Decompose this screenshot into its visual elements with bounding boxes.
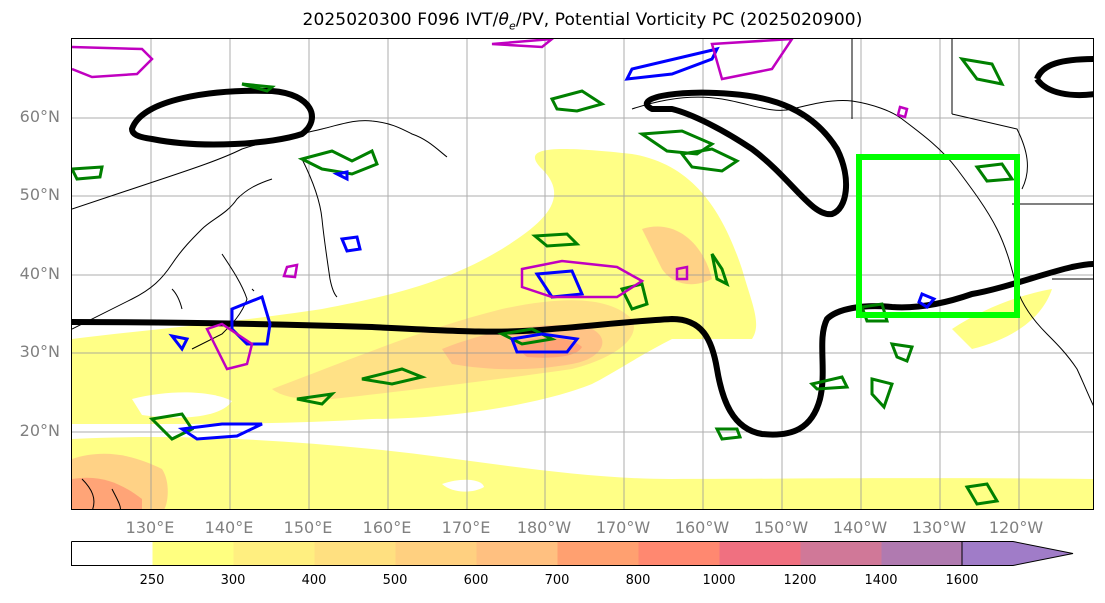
lat-label-60n: 60°N [19, 107, 60, 126]
colorbar-cell [152, 541, 234, 566]
colorbar-tick-label: 600 [463, 573, 489, 588]
colorbar-tick-label: 1000 [702, 573, 736, 588]
colorbar-cell [476, 541, 558, 566]
colorbar-cell [395, 541, 477, 566]
lon-label-140w: 140°W [832, 518, 888, 537]
pv-magenta-contours [72, 39, 909, 371]
lon-label-170e: 170°E [441, 518, 491, 537]
lat-label-40n: 40°N [19, 264, 60, 283]
ivt-shading [72, 149, 1093, 509]
colorbar-tick-label: 300 [220, 573, 246, 588]
colorbar-cell [557, 541, 639, 566]
lat-label-20n: 20°N [19, 421, 60, 440]
colorbar-outline [71, 541, 962, 566]
lon-label-120w: 120°W [988, 518, 1044, 537]
colorbar-tick-label: 1600 [945, 573, 979, 588]
lon-label-150e: 150°E [283, 518, 333, 537]
lon-label-180w: 180°W [516, 518, 572, 537]
highlight-box [856, 154, 1020, 318]
colorbar-tick-label: 250 [139, 573, 165, 588]
map-canvas [72, 39, 1093, 509]
lon-label-150w: 150°W [753, 518, 809, 537]
colorbar-cell [881, 541, 963, 566]
map-title: 2025020300 F096 IVT/θe/PV, Potential Vor… [302, 10, 863, 33]
colorbar-extend-arrow [961, 541, 1074, 566]
lon-label-140e: 140°E [204, 518, 254, 537]
pv-contour [72, 56, 1093, 438]
map-panel [71, 38, 1094, 510]
colorbar-tick-label: 1200 [783, 573, 817, 588]
gridlines [72, 39, 1093, 509]
lon-label-130w: 130°W [911, 518, 967, 537]
colorbar-tick-label: 800 [625, 573, 651, 588]
colorbar [71, 541, 1074, 566]
colorbar-cell [233, 541, 315, 566]
colorbar-tick-label: 1400 [864, 573, 898, 588]
colorbar-cell [638, 541, 720, 566]
lat-label-30n: 30°N [19, 342, 60, 361]
colorbar-cell [71, 541, 153, 566]
colorbar-tick-label: 700 [544, 573, 570, 588]
colorbar-tick-label: 500 [382, 573, 408, 588]
colorbar-tick-label: 400 [301, 573, 327, 588]
colorbar-cell [314, 541, 396, 566]
lon-label-160e: 160°E [362, 518, 412, 537]
colorbar-cell [800, 541, 882, 566]
lon-label-160w: 160°W [674, 518, 730, 537]
theta-e-contours [72, 56, 1015, 506]
lon-label-130e: 130°E [125, 518, 175, 537]
colorbar-cell [719, 541, 801, 566]
lon-label-170w: 170°W [595, 518, 651, 537]
lat-label-50n: 50°N [19, 185, 60, 204]
